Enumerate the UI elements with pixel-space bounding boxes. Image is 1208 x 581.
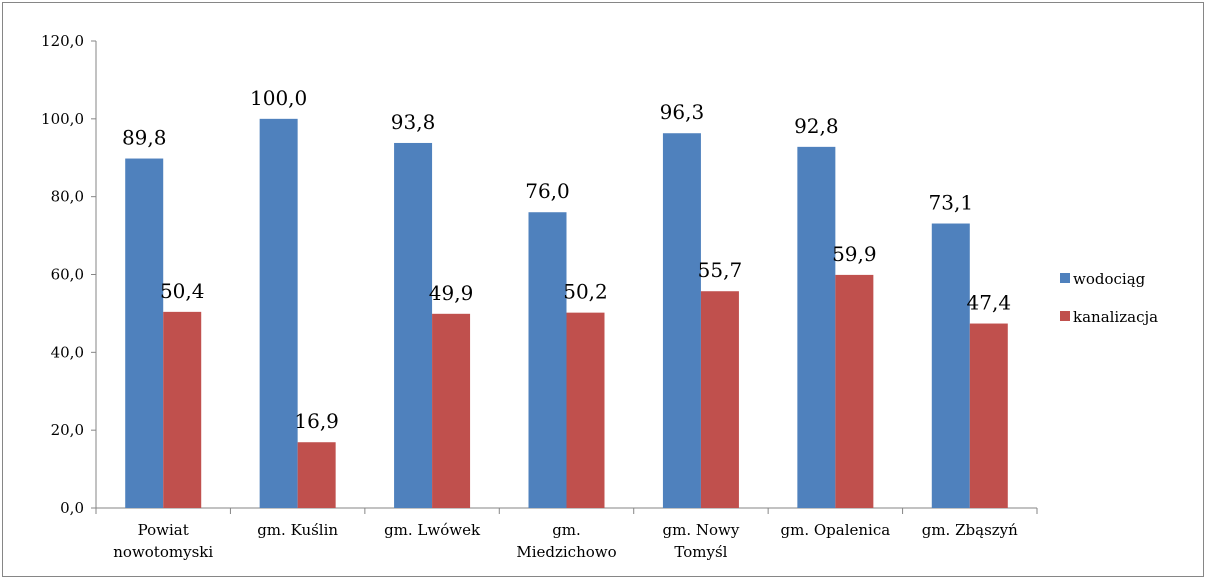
data-label: 16,9 [294,409,339,433]
legend-swatch [1060,311,1070,321]
data-label: 96,3 [660,100,705,124]
category-label: gm. Opalenica [781,521,891,539]
data-label: 100,0 [250,86,307,110]
bar-wodociag [662,133,701,509]
legend-label: wodociąg [1073,270,1146,288]
data-label: 50,4 [160,279,205,303]
category-label: gm. Lwówek [384,521,481,539]
category-label: gm. Zbąszyń [922,521,1018,539]
data-label: 76,0 [525,179,570,203]
bar-wodociag [528,212,567,508]
y-tick-label: 100,0 [41,110,84,128]
bar-wodociag [259,118,298,508]
data-label: 93,8 [391,110,436,134]
bar-kanalizacja [432,313,471,508]
bar-wodociag [394,142,433,508]
bar-kanalizacja [969,323,1008,508]
data-label: 92,8 [794,114,839,138]
category-label: Tomyśl [674,543,727,561]
bar-kanalizacja [566,312,605,508]
y-tick-label: 80,0 [51,188,84,206]
bar-kanalizacja [163,311,202,508]
bar-wodociag [931,223,970,508]
category-label: gm. [552,521,581,539]
data-label: 73,1 [929,191,974,215]
category-label: Miedzichowo [516,543,616,561]
data-label: 59,9 [832,242,877,266]
data-label: 50,2 [563,280,608,304]
bar-kanalizacja [835,274,874,508]
data-label: 47,4 [967,291,1012,315]
y-tick-label: 60,0 [51,266,84,284]
bar-wodociag [125,158,164,509]
y-tick-label: 40,0 [51,343,84,361]
bar-kanalizacja [297,442,336,508]
bar-kanalizacja [700,291,739,508]
y-tick-label: 120,0 [41,32,84,50]
data-label: 89,8 [122,126,167,150]
category-label: Powiat [138,521,189,539]
data-label: 49,9 [429,281,474,305]
legend-label: kanalizacja [1073,308,1158,326]
bar-chart: 0,0 20,0 40,0 60,0 80,0 100,0 120,0 89,8 100,0 93… [41,32,1158,561]
category-label: gm. Nowy [663,521,740,539]
y-tick-label: 20,0 [51,421,84,439]
y-tick-label: 0,0 [60,499,84,517]
bar-wodociag [797,146,836,508]
legend-swatch [1060,273,1070,283]
category-label: gm. Kuślin [257,521,338,539]
category-label: nowotomyski [113,543,213,561]
data-label: 55,7 [698,258,743,282]
